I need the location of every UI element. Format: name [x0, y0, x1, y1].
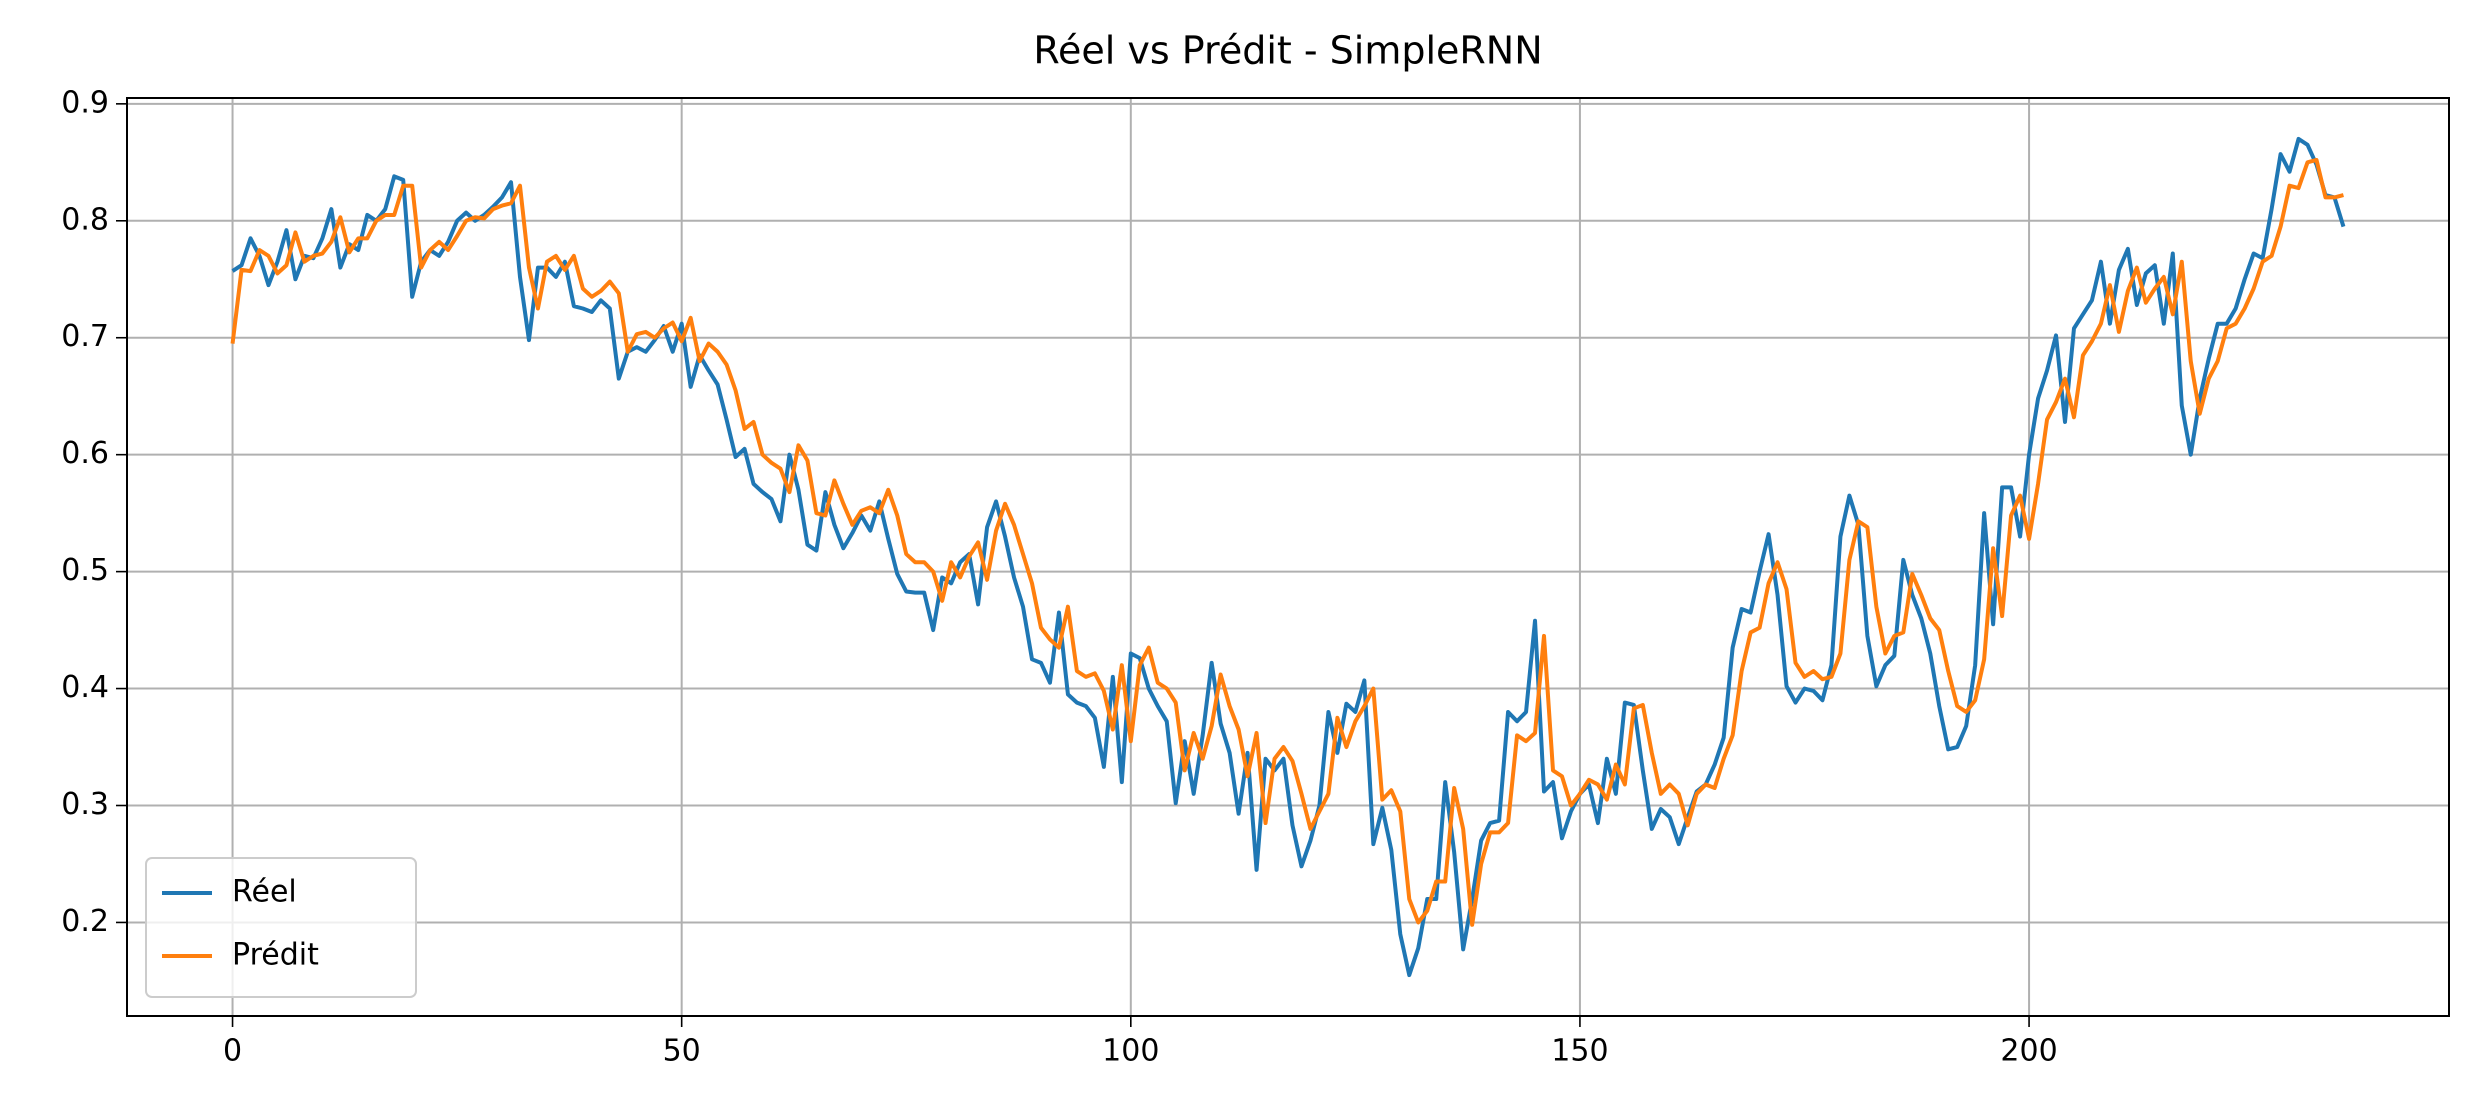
x-tick-label: 50 — [663, 1034, 701, 1069]
y-tick-label: 0.9 — [61, 85, 109, 120]
legend-box — [145, 857, 417, 998]
x-tick-label: 100 — [1102, 1034, 1159, 1069]
legend-label: Prédit — [232, 938, 319, 973]
chart-title: Réel vs Prédit - SimpleRNN — [1033, 29, 1542, 73]
legend: Réel Prédit — [145, 857, 417, 998]
data-line — [231, 136, 2346, 978]
x-tick-label: 150 — [1551, 1034, 1608, 1069]
y-tick-label: 0.6 — [61, 436, 109, 471]
y-tick-label: 0.2 — [61, 904, 109, 939]
y-tick-label: 0.7 — [61, 319, 109, 354]
legend-label: Réel — [232, 875, 297, 910]
y-tick-label: 0.3 — [61, 787, 109, 822]
y-tick-label: 0.5 — [61, 553, 109, 588]
x-tick-label: 200 — [2000, 1034, 2057, 1069]
x-tick-label: 0 — [223, 1034, 242, 1069]
data-line — [230, 157, 2344, 927]
y-tick-label: 0.8 — [61, 202, 109, 237]
y-tick-label: 0.4 — [61, 670, 109, 705]
plot-frame — [126, 97, 2450, 1017]
